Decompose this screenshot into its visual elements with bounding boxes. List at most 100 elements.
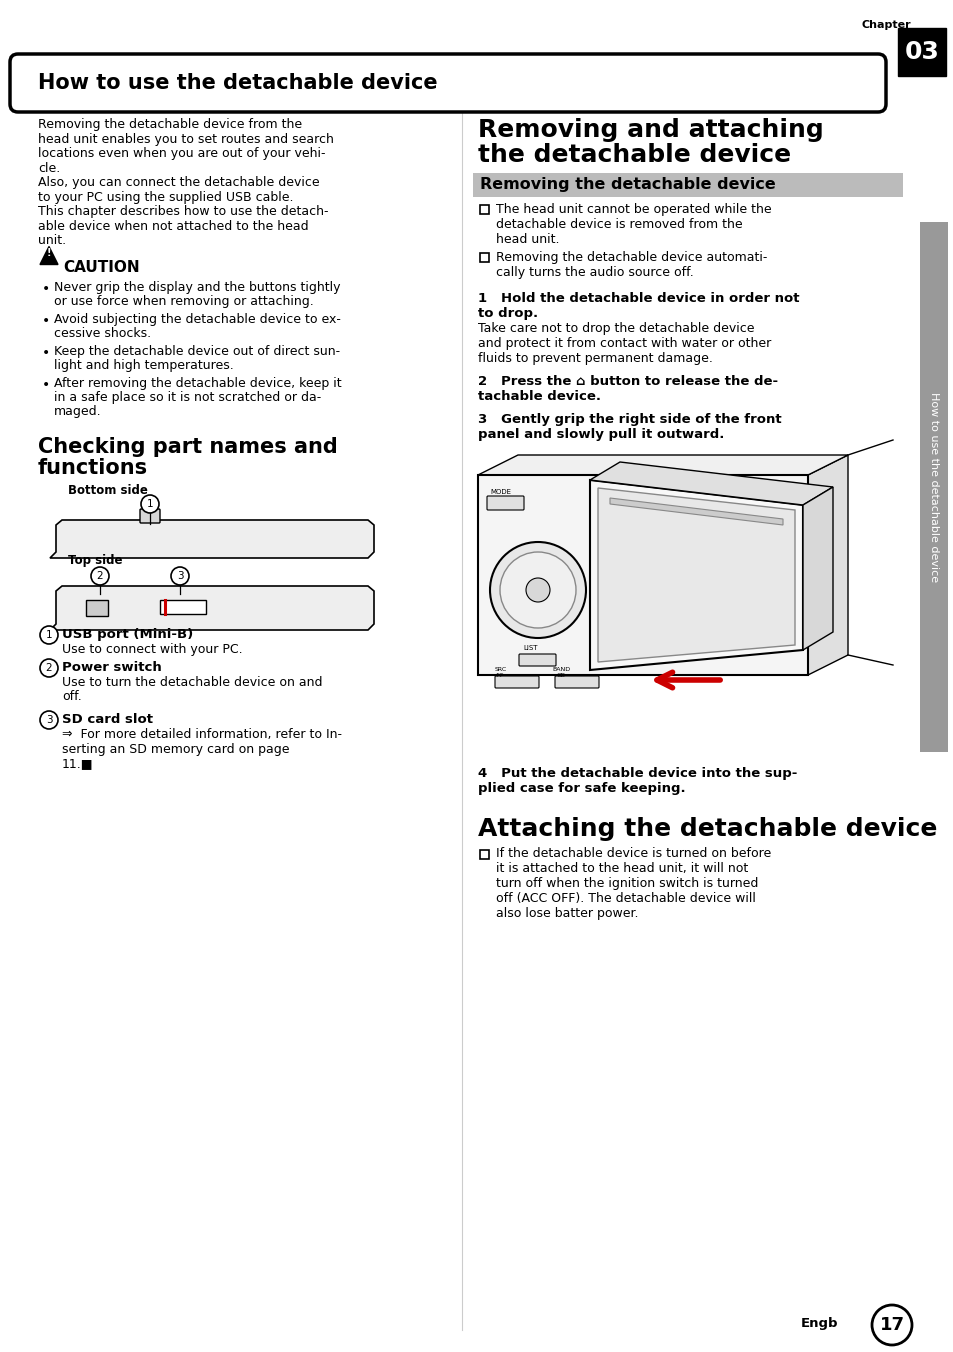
Polygon shape	[50, 521, 374, 558]
Text: and protect it from contact with water or other: and protect it from contact with water o…	[477, 337, 770, 350]
Text: Also, you can connect the detachable device: Also, you can connect the detachable dev…	[38, 176, 319, 189]
Circle shape	[40, 658, 58, 677]
Text: Removing the detachable device automati-: Removing the detachable device automati-	[496, 251, 766, 264]
Text: 03: 03	[903, 41, 939, 64]
Text: to your PC using the supplied USB cable.: to your PC using the supplied USB cable.	[38, 191, 294, 204]
Circle shape	[499, 552, 576, 627]
Bar	[160, 600, 206, 614]
Text: 17: 17	[879, 1315, 903, 1334]
Text: cle.: cle.	[38, 161, 60, 174]
Text: Checking part names and: Checking part names and	[38, 437, 337, 457]
Text: head unit enables you to set routes and search: head unit enables you to set routes and …	[38, 132, 334, 146]
Circle shape	[525, 579, 550, 602]
Polygon shape	[589, 462, 832, 506]
Text: How to use the detachable device: How to use the detachable device	[928, 392, 938, 583]
Text: cessive shocks.: cessive shocks.	[54, 327, 151, 339]
Text: tachable device.: tachable device.	[477, 389, 600, 403]
Text: If the detachable device is turned on before: If the detachable device is turned on be…	[496, 846, 770, 860]
Circle shape	[91, 566, 109, 585]
Text: 11.■: 11.■	[62, 757, 93, 771]
Text: able device when not attached to the head: able device when not attached to the hea…	[38, 219, 309, 233]
Text: 3: 3	[176, 571, 183, 581]
Text: serting an SD memory card on page: serting an SD memory card on page	[62, 742, 289, 756]
Text: •: •	[42, 377, 51, 392]
Text: 3: 3	[46, 715, 52, 725]
Text: •: •	[42, 346, 51, 360]
Bar	[477, 475, 807, 675]
Bar	[919, 222, 947, 752]
Text: Take care not to drop the detachable device: Take care not to drop the detachable dev…	[477, 322, 754, 335]
Text: Use to turn the detachable device on and: Use to turn the detachable device on and	[62, 676, 322, 690]
Text: Power switch: Power switch	[62, 661, 162, 675]
Text: locations even when you are out of your vehi-: locations even when you are out of your …	[38, 147, 325, 160]
Text: MODE: MODE	[490, 489, 511, 495]
Text: 2: 2	[96, 571, 103, 581]
Text: The head unit cannot be operated while the: The head unit cannot be operated while t…	[496, 203, 771, 216]
Text: detachable device is removed from the: detachable device is removed from the	[496, 218, 741, 231]
FancyBboxPatch shape	[518, 654, 556, 667]
Text: functions: functions	[38, 458, 148, 479]
Text: maged.: maged.	[54, 406, 102, 419]
Polygon shape	[609, 498, 782, 525]
Text: turn off when the ignition switch is turned: turn off when the ignition switch is tur…	[496, 877, 758, 890]
Bar	[473, 173, 902, 197]
Bar	[479, 253, 489, 262]
Text: it is attached to the head unit, it will not: it is attached to the head unit, it will…	[496, 863, 747, 875]
Text: light and high temperatures.: light and high temperatures.	[54, 360, 233, 372]
Text: to drop.: to drop.	[477, 307, 537, 320]
Text: Chapter: Chapter	[862, 20, 911, 30]
Text: Removing and attaching: Removing and attaching	[477, 118, 822, 142]
Text: head unit.: head unit.	[496, 233, 558, 246]
Polygon shape	[40, 246, 58, 265]
Text: LIST: LIST	[522, 645, 537, 652]
Circle shape	[40, 711, 58, 729]
Text: the detachable device: the detachable device	[477, 143, 790, 168]
Text: Removing the detachable device from the: Removing the detachable device from the	[38, 118, 302, 131]
Text: plied case for safe keeping.: plied case for safe keeping.	[477, 781, 685, 795]
Text: or use force when removing or attaching.: or use force when removing or attaching.	[54, 295, 314, 308]
Polygon shape	[589, 480, 802, 671]
Text: USB port (Mini-B): USB port (Mini-B)	[62, 627, 193, 641]
Text: Keep the detachable device out of direct sun-: Keep the detachable device out of direct…	[54, 345, 340, 357]
Text: 4   Put the detachable device into the sup-: 4 Put the detachable device into the sup…	[477, 767, 797, 780]
Circle shape	[141, 495, 159, 512]
Circle shape	[40, 626, 58, 644]
Polygon shape	[50, 585, 374, 630]
Text: How to use the detachable device: How to use the detachable device	[38, 73, 437, 93]
Text: unit.: unit.	[38, 234, 66, 247]
Text: off (ACC OFF). The detachable device will: off (ACC OFF). The detachable device wil…	[496, 892, 755, 904]
Text: SRC
—FF—: SRC —FF—	[491, 667, 511, 677]
Bar	[479, 206, 489, 214]
Text: panel and slowly pull it outward.: panel and slowly pull it outward.	[477, 429, 723, 441]
FancyBboxPatch shape	[897, 28, 945, 76]
Bar	[468, 456, 882, 754]
Text: 1: 1	[46, 630, 52, 639]
Text: cally turns the audio source off.: cally turns the audio source off.	[496, 266, 693, 279]
Text: Engb: Engb	[800, 1317, 837, 1330]
Text: •: •	[42, 314, 51, 327]
Text: in a safe place so it is not scratched or da-: in a safe place so it is not scratched o…	[54, 391, 321, 404]
Circle shape	[871, 1305, 911, 1345]
Text: Top side: Top side	[68, 554, 122, 566]
Text: After removing the detachable device, keep it: After removing the detachable device, ke…	[54, 376, 341, 389]
Text: Attaching the detachable device: Attaching the detachable device	[477, 817, 937, 841]
Text: fluids to prevent permanent damage.: fluids to prevent permanent damage.	[477, 352, 712, 365]
FancyBboxPatch shape	[486, 496, 523, 510]
Text: ⇒  For more detailed information, refer to In-: ⇒ For more detailed information, refer t…	[62, 727, 341, 741]
FancyBboxPatch shape	[495, 676, 538, 688]
Text: Bottom side: Bottom side	[68, 484, 148, 498]
Bar	[479, 850, 489, 859]
FancyBboxPatch shape	[140, 508, 160, 523]
Text: 1   Hold the detachable device in order not: 1 Hold the detachable device in order no…	[477, 292, 799, 306]
Polygon shape	[802, 487, 832, 650]
Text: 2   Press the ⌂ button to release the de-: 2 Press the ⌂ button to release the de-	[477, 375, 778, 388]
Circle shape	[490, 542, 585, 638]
Text: Use to connect with your PC.: Use to connect with your PC.	[62, 644, 242, 656]
Polygon shape	[598, 488, 794, 662]
Text: Avoid subjecting the detachable device to ex-: Avoid subjecting the detachable device t…	[54, 312, 340, 326]
Polygon shape	[807, 456, 847, 675]
Text: !: !	[47, 249, 51, 258]
Text: SD card slot: SD card slot	[62, 713, 152, 726]
Text: 2: 2	[46, 662, 52, 673]
FancyBboxPatch shape	[86, 600, 108, 617]
